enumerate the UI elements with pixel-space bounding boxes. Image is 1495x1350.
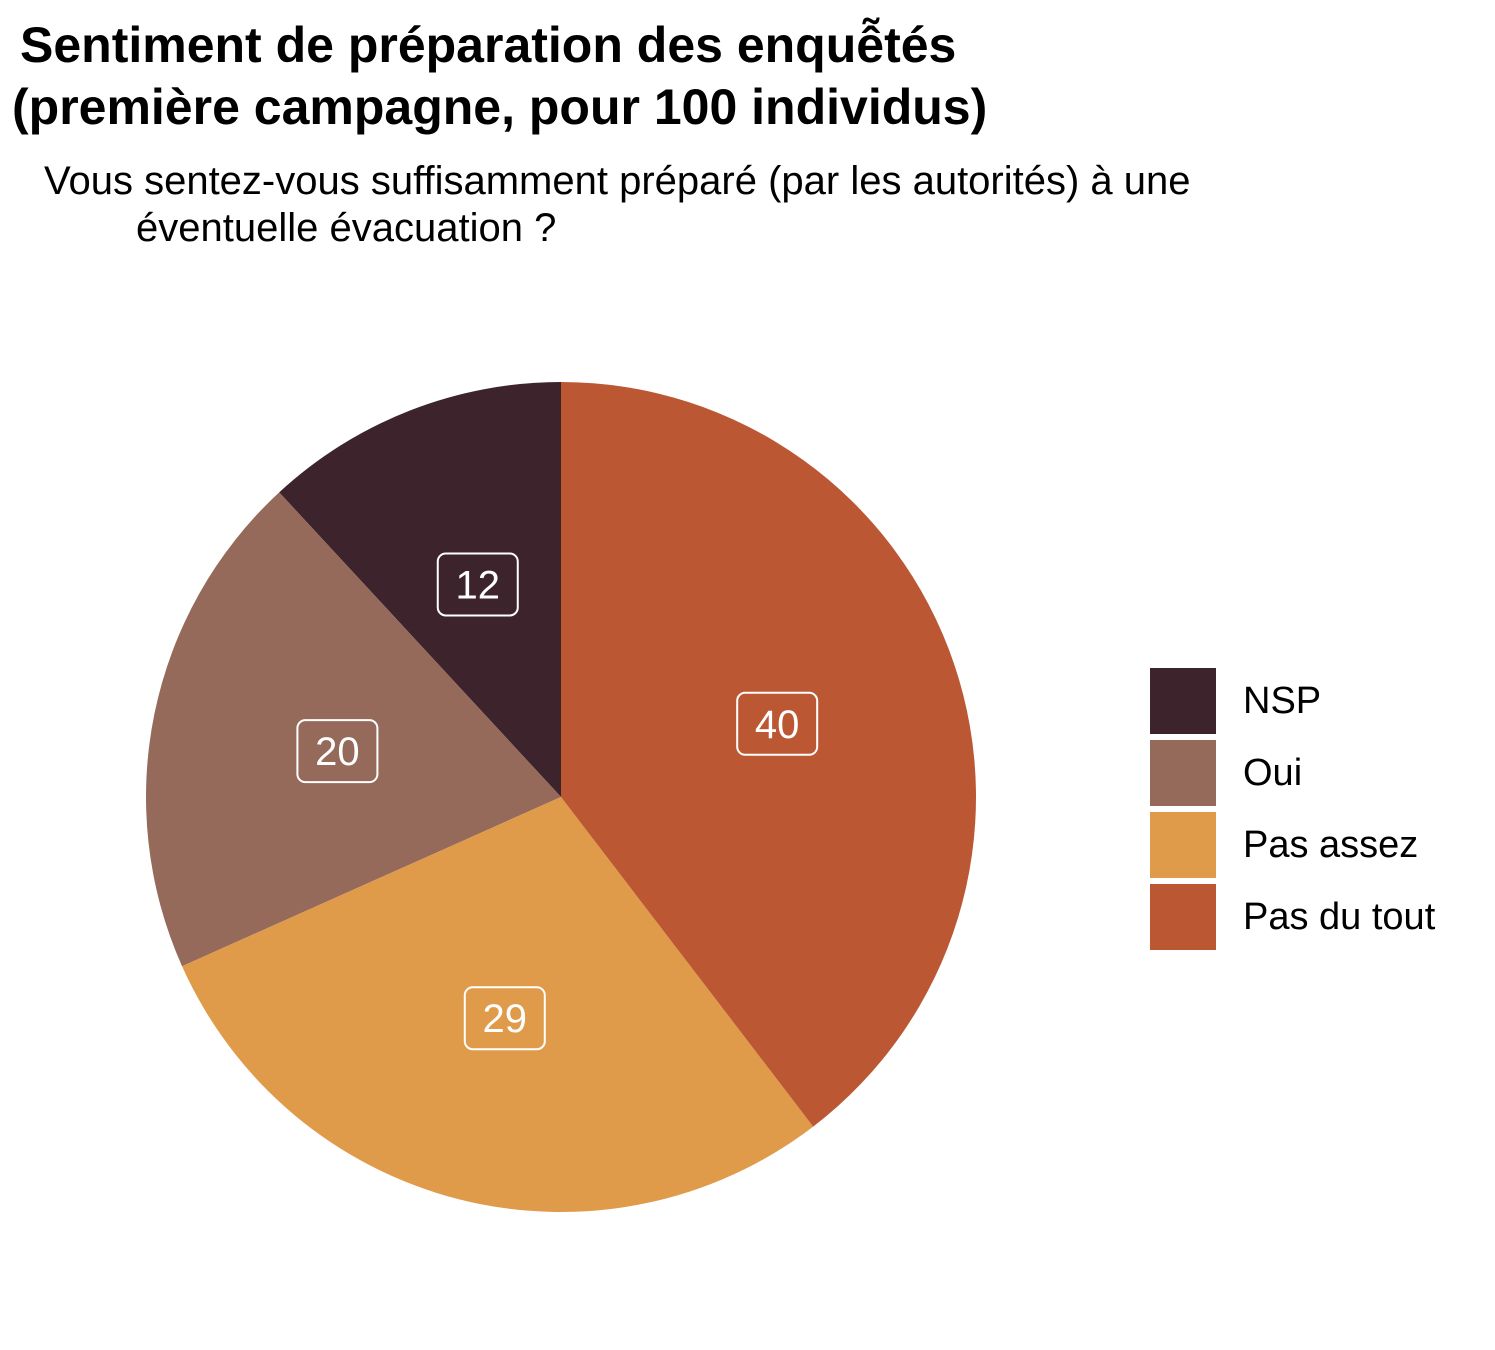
chart-title-line-2: (première campagne, pour 100 individus): [12, 79, 988, 135]
legend-label-oui: Oui: [1243, 752, 1303, 794]
pie-label-pas-du-tout: 40: [736, 691, 819, 756]
pie-slices: [145, 382, 976, 1212]
chart-subtitle-line-1: Vous sentez-vous suffisamment préparé (p…: [44, 159, 1191, 203]
legend-label-pas-assez: Pas assez: [1243, 824, 1419, 866]
legend-key-oui: [1150, 740, 1216, 806]
chart-title-line-1: Sentiment de préparation des enquễtés: [20, 17, 957, 73]
pie-label-box: [296, 719, 379, 784]
pie-slice-nsp: [279, 382, 561, 797]
legend-key-pas-du-tout: [1150, 884, 1216, 950]
pie-label-oui: 20: [296, 719, 379, 784]
legend-key-nsp: [1150, 668, 1216, 734]
legend-key-pas-assez: [1150, 812, 1216, 878]
pie-label-box: [436, 552, 519, 617]
pie-label-box: [463, 986, 546, 1051]
legend-label-pas-du-tout: Pas du tout: [1243, 896, 1436, 938]
pie-data-labels: 12 20 29 40: [296, 552, 819, 1051]
chart-title: Sentiment de préparation des enquễtés (p…: [12, 14, 1412, 138]
chart-subtitle-line-2: éventuelle évacuation ?: [136, 206, 557, 250]
chart-subtitle: Vous sentez-vous suffisamment préparé (p…: [44, 158, 1464, 252]
legend-label-nsp: NSP: [1243, 680, 1322, 722]
pie-label-pas-assez: 29: [463, 986, 546, 1051]
pie-label-value: 12: [456, 563, 501, 607]
pie-label-value: 29: [483, 997, 528, 1041]
pie-label-box: [736, 691, 819, 756]
pie-label-nsp: 12: [436, 552, 519, 617]
pie-label-value: 40: [755, 703, 800, 747]
pie-label-value: 20: [315, 730, 360, 774]
